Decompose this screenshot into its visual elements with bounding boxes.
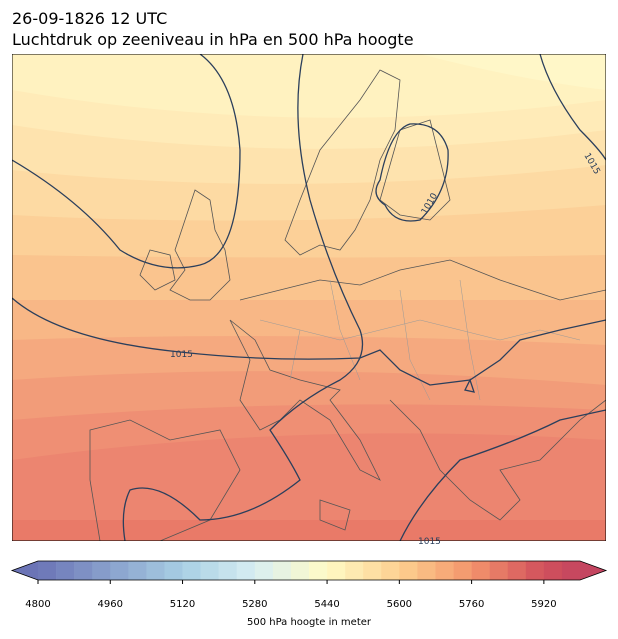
colorbar-segment: [507, 561, 527, 580]
title-line-2: Luchtdruk op zeeniveau in hPa en 500 hPa…: [12, 30, 414, 49]
colorbar-tick-label: 5920: [531, 599, 556, 610]
colorbar-label: 500 hPa hoogte in meter: [247, 617, 372, 628]
colorbar-segment: [272, 561, 292, 580]
colorbar-outline: [10, 560, 608, 581]
colorbar-segment: [128, 561, 147, 580]
colorbar-tick-label: 4800: [25, 599, 50, 610]
colorbar-tick-label: 5280: [242, 599, 267, 610]
colorbar-tick-label: 5440: [314, 599, 339, 610]
colorbar-extend-max: [580, 561, 606, 580]
colorbar-segment: [74, 561, 93, 580]
colorbar-segment: [561, 561, 581, 580]
colorbar-segment: [327, 561, 346, 580]
colorbar-segment: [254, 561, 274, 580]
colorbar-segment: [309, 561, 328, 580]
title-line-1: 26-09-1826 12 UTC: [12, 9, 167, 28]
colorbar-segment: [38, 561, 57, 580]
colorbar-segment: [525, 561, 545, 580]
colorbar-segment: [363, 561, 382, 580]
colorbar-segment: [236, 561, 256, 580]
colorbar-segment: [200, 561, 219, 580]
colorbar-segment: [399, 561, 418, 580]
colorbar-extend-min: [12, 561, 38, 580]
colorbar-segment: [290, 561, 310, 580]
colorbar-tick-label: 5600: [387, 599, 412, 610]
colorbar-segment: [453, 561, 472, 580]
colorbar-segment: [471, 561, 490, 580]
colorbar-segment: [146, 561, 165, 580]
colorbar-segment: [489, 561, 509, 580]
colorbar-segment: [56, 561, 75, 580]
colorbar: 4800 4960 5120 5280 5440 5600 5760 5920: [10, 560, 608, 610]
colorbar-segment: [543, 561, 563, 580]
colorbar-segment: [218, 561, 238, 580]
colorbar-segment: [435, 561, 454, 580]
colorbar-segment: [381, 561, 400, 580]
colorbar-tick-label: 5760: [459, 599, 484, 610]
contour-label: 1015: [170, 350, 193, 360]
map: [12, 54, 606, 541]
colorbar-segment: [92, 561, 111, 580]
colorbar-segment: [417, 561, 436, 580]
colorbar-tick-label: 4960: [98, 599, 123, 610]
colorbar-tick-label: 5120: [170, 599, 195, 610]
contour-label: 1015: [418, 537, 441, 547]
colorbar-segment: [164, 561, 183, 580]
colorbar-segment: [345, 561, 364, 580]
colorbar-segment: [110, 561, 129, 580]
colorbar-segment: [182, 561, 201, 580]
